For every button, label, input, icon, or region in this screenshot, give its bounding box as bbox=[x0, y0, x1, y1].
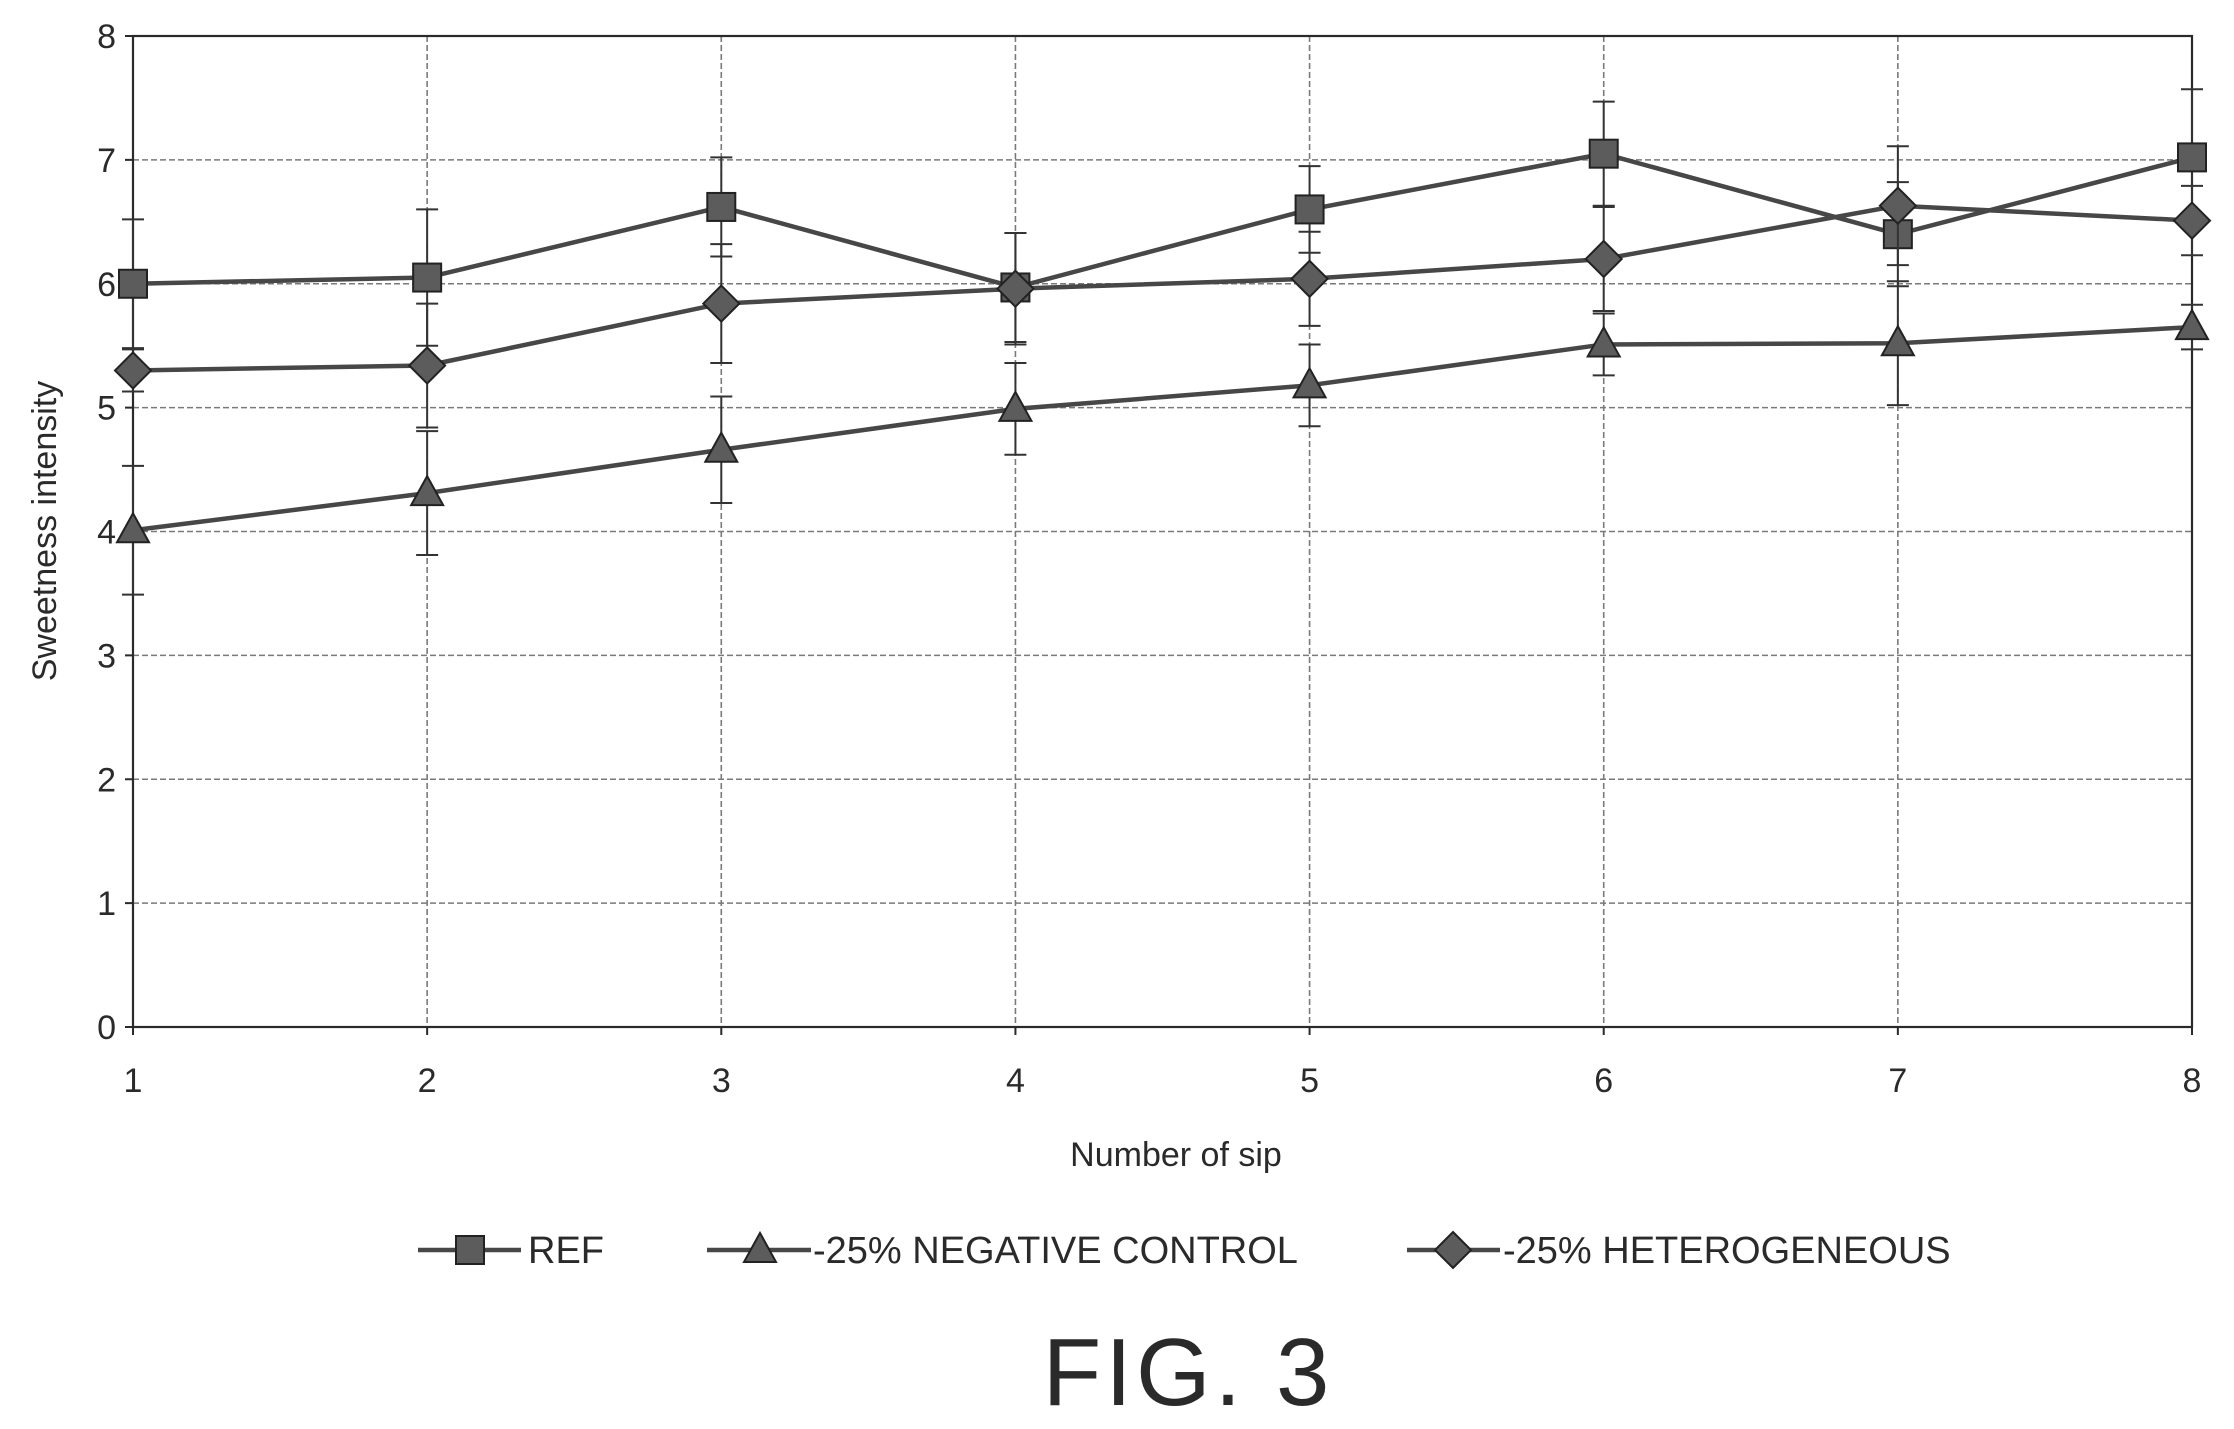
data-point-triangle bbox=[997, 389, 1034, 422]
data-point-square bbox=[118, 268, 148, 299]
data-point-diamond bbox=[1290, 259, 1329, 299]
legend-item-heterogeneous: -25% HETEROGENEOUS bbox=[1407, 1230, 1951, 1272]
y-axis-label: Sweetness intensity bbox=[26, 381, 64, 682]
data-point-diamond bbox=[2172, 201, 2212, 240]
x-tick-labels: 1 2 3 4 5 6 7 8 bbox=[124, 1062, 2202, 1100]
x-tick-label: 6 bbox=[1594, 1062, 1613, 1100]
data-point-triangle bbox=[1880, 324, 1916, 357]
x-tick-label: 8 bbox=[2183, 1062, 2202, 1100]
data-point-diamond bbox=[996, 269, 1035, 309]
x-tick-label: 3 bbox=[712, 1062, 731, 1100]
y-tick-label: 0 bbox=[97, 1009, 116, 1047]
x-tick-label: 1 bbox=[124, 1062, 143, 1100]
data-point-diamond bbox=[113, 351, 153, 390]
legend-item-ref: REF bbox=[418, 1230, 604, 1272]
data-point-triangle bbox=[409, 474, 445, 507]
y-tick-label: 3 bbox=[97, 637, 116, 675]
legend-label-ref: REF bbox=[528, 1230, 604, 1272]
legend-diamond-marker bbox=[1433, 1230, 1473, 1270]
data-point-triangle bbox=[115, 511, 151, 544]
data-point-diamond bbox=[1584, 239, 1624, 279]
x-tick-label: 7 bbox=[1888, 1062, 1907, 1100]
data-point-diamond bbox=[701, 284, 741, 323]
data-point-diamond bbox=[407, 346, 447, 385]
legend-triangle-marker bbox=[742, 1230, 778, 1263]
y-tick-label: 4 bbox=[97, 514, 116, 552]
x-tick-label: 4 bbox=[1006, 1062, 1025, 1100]
series bbox=[113, 88, 2212, 596]
legend: REF -25% NEGATIVE CONTROL -25% HETEROGEN… bbox=[418, 1230, 1951, 1272]
y-tick-labels: 0 1 2 3 4 5 6 7 8 bbox=[97, 18, 116, 1047]
legend-square-marker bbox=[455, 1235, 485, 1265]
legend-label-heterogeneous: -25% HETEROGENEOUS bbox=[1503, 1230, 1951, 1272]
legend-label-negative-control: -25% NEGATIVE CONTROL bbox=[813, 1230, 1298, 1272]
x-tick-label: 2 bbox=[418, 1062, 437, 1100]
figure-label: FIG. 3 bbox=[1043, 1319, 1334, 1426]
y-tick-label: 5 bbox=[97, 390, 116, 428]
y-tick-label: 7 bbox=[97, 142, 116, 180]
series-line bbox=[132, 203, 2193, 373]
series-line bbox=[132, 151, 2193, 290]
data-point-diamond bbox=[1878, 186, 1918, 226]
x-tick-label: 5 bbox=[1300, 1062, 1319, 1100]
series-diamond bbox=[113, 145, 2212, 429]
y-tick-label: 1 bbox=[97, 885, 116, 923]
y-tick-label: 6 bbox=[97, 266, 116, 304]
data-point-square bbox=[706, 191, 737, 222]
data-point-square bbox=[1588, 138, 1619, 169]
y-tick-label: 2 bbox=[97, 761, 116, 799]
data-point-triangle bbox=[1586, 325, 1622, 358]
data-point-triangle bbox=[2174, 308, 2210, 341]
data-point-triangle bbox=[703, 430, 739, 463]
data-point-square bbox=[2177, 142, 2207, 173]
y-tick-label: 8 bbox=[97, 18, 116, 56]
series-line bbox=[132, 324, 2193, 533]
x-axis-label: Number of sip bbox=[1070, 1136, 1282, 1174]
series-triangle bbox=[115, 280, 2210, 596]
data-point-square bbox=[1294, 194, 1325, 225]
grid bbox=[125, 35, 2193, 1035]
legend-item-negative-control: -25% NEGATIVE CONTROL bbox=[707, 1230, 1298, 1272]
data-point-triangle bbox=[1291, 366, 1328, 399]
data-point-square bbox=[412, 262, 443, 293]
